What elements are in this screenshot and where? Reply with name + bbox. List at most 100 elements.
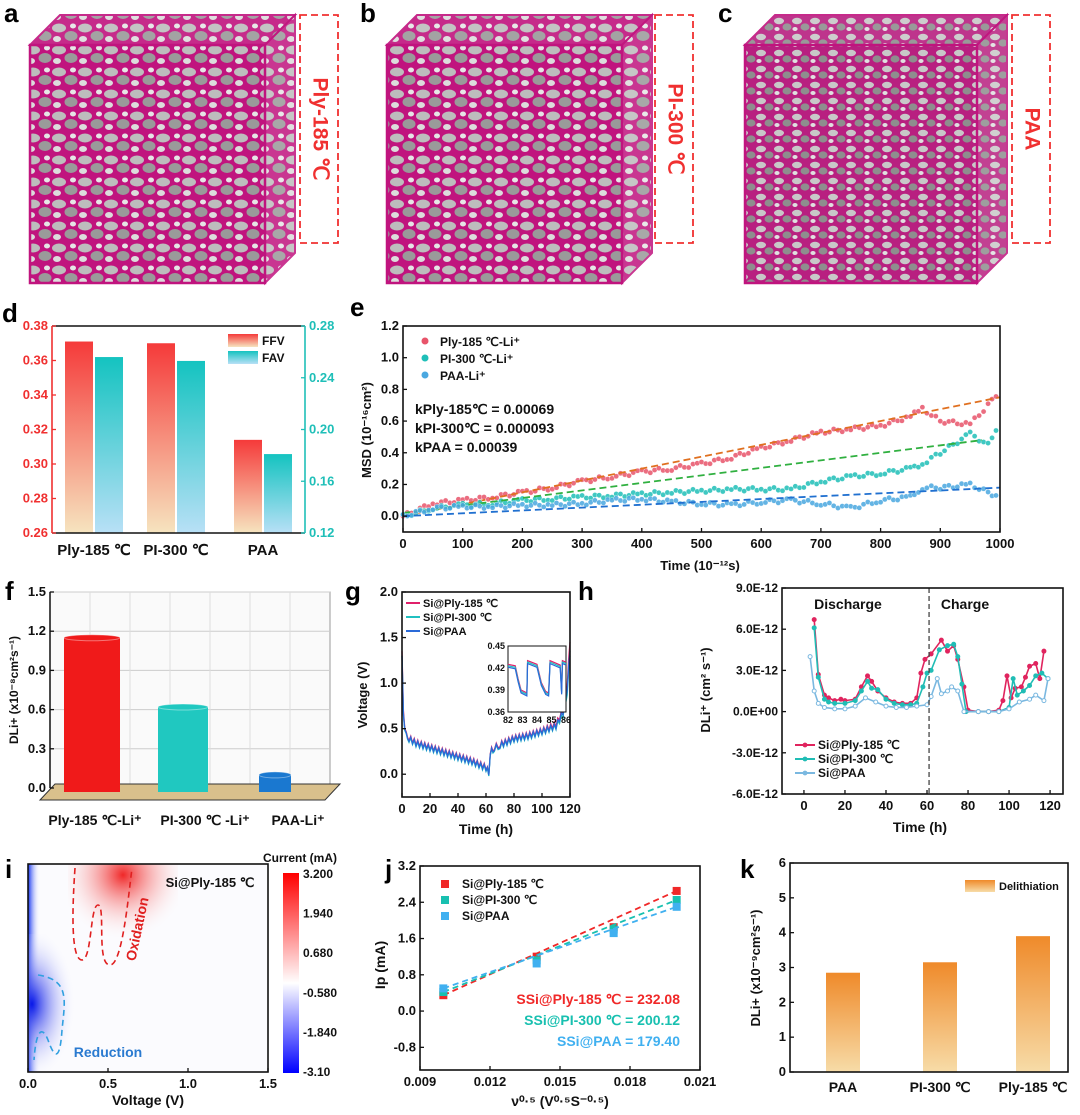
- data-point: [928, 651, 934, 657]
- sample-label: Si@Ply-185 ℃: [166, 875, 255, 890]
- data-point: [643, 498, 649, 504]
- data-point: [922, 656, 928, 662]
- category-label: PAA-Li⁺: [271, 812, 324, 828]
- panel-letter-k: k: [740, 854, 755, 884]
- inset-curve: [507, 662, 567, 697]
- data-point: [668, 467, 675, 474]
- legend-label: Si@PAA: [423, 626, 467, 638]
- cube-panel-b: PI-300 ℃: [384, 12, 694, 286]
- y-tick-label: 0.8: [398, 967, 416, 982]
- data-point: [928, 454, 935, 461]
- bar: [923, 962, 957, 1072]
- y-axis-label: DLi+ (x10⁻⁸cm²s⁻¹): [7, 636, 21, 744]
- data-point: [741, 501, 747, 508]
- data-point: [891, 700, 897, 706]
- bar: [259, 774, 291, 792]
- legend-swatch-ffv: [228, 334, 258, 347]
- y-tick-label: 6: [779, 855, 786, 870]
- bar-top: [258, 771, 292, 779]
- category-label: PI-300 ℃: [143, 542, 208, 559]
- cube-panel-c: PAA: [742, 12, 1051, 286]
- x-axis-label: Time (h): [893, 819, 947, 835]
- data-point: [815, 674, 821, 680]
- x-tick-label: 120: [559, 801, 581, 816]
- fit-line: [402, 486, 1001, 518]
- data-point: [672, 902, 681, 911]
- data-point: [826, 699, 832, 705]
- data-point: [865, 673, 871, 679]
- slope-annotation: SSi@PI-300 ℃ = 200.12: [524, 1012, 680, 1028]
- x-axis-label: Voltage (V): [112, 1092, 184, 1108]
- data-point: [985, 440, 991, 446]
- colorbar-tick-label: 3.200: [303, 867, 333, 881]
- inset-x-tick-label: 85: [546, 715, 556, 725]
- y-tick-label: 0.0: [28, 780, 46, 795]
- y-tick-label: 0.9: [28, 662, 46, 677]
- inset-y-tick-label: 0.45: [487, 641, 505, 651]
- x-axis-label: Time (h): [459, 821, 513, 837]
- cube-top-face: [384, 14, 655, 46]
- x-tick-label: 60: [479, 801, 493, 816]
- data-point: [899, 467, 905, 474]
- data-point: [989, 435, 995, 441]
- data-point: [893, 704, 899, 710]
- x-tick-label: 120: [1039, 798, 1061, 813]
- legend-label: FAV: [262, 351, 284, 365]
- data-point: [464, 495, 470, 501]
- chart-g: Si@Ply-185 ℃ Si@PI-300 ℃ Si@PAA 0.0 0.5 1.0 1.…: [355, 584, 581, 837]
- data-point: [822, 479, 828, 486]
- legend-marker: [441, 880, 449, 888]
- data-point: [801, 484, 807, 491]
- panel-letter-b: b: [360, 0, 376, 28]
- legend-swatch-fav: [228, 351, 258, 364]
- legend-label: PAA-Li⁺: [440, 369, 485, 383]
- data-point: [749, 484, 756, 491]
- category-label: Ply-185 ℃-Li⁺: [48, 812, 141, 828]
- legend-label: Si@Ply-185 ℃: [818, 738, 900, 752]
- data-point: [557, 493, 564, 500]
- legend-label: PI-300 ℃-Li⁺: [440, 352, 513, 366]
- data-point: [698, 487, 705, 493]
- y-tick-label: 0.0: [398, 1003, 416, 1018]
- slope-annotation: SSi@Ply-185 ℃ = 232.08: [516, 991, 680, 1007]
- legend-marker: [802, 742, 808, 748]
- panel-letter-a: a: [4, 0, 19, 28]
- data-point: [1027, 696, 1033, 702]
- cube-front-face: [28, 43, 267, 285]
- data-point: [651, 495, 658, 502]
- data-point: [570, 499, 577, 505]
- y-tick-label: 1: [779, 1029, 786, 1044]
- data-point: [883, 703, 889, 709]
- data-point: [821, 696, 827, 702]
- y-tick-label: 0.0: [381, 508, 399, 523]
- legend-marker: [421, 337, 429, 345]
- data-point: [1004, 673, 1010, 679]
- bar-fav: [95, 357, 123, 533]
- panel-letter-g: g: [345, 576, 361, 606]
- data-point: [832, 706, 838, 712]
- bar-fav: [177, 360, 205, 533]
- x-tick-label: 100: [452, 536, 474, 551]
- cube-label: PI-300 ℃: [663, 83, 686, 174]
- voltage-curve: [401, 651, 571, 776]
- cube-panel-a: Ply-185 ℃: [27, 12, 339, 286]
- y-tick-label: 1.2: [28, 623, 46, 638]
- data-point: [856, 505, 863, 511]
- data-point: [883, 696, 889, 702]
- bar-ffv: [147, 343, 175, 533]
- slope-annotation: kPAA = 0.00039: [415, 439, 518, 455]
- data-point: [741, 488, 747, 494]
- data-point: [951, 641, 957, 647]
- panel-letter-f: f: [5, 576, 14, 606]
- x-tick-label: 0.021: [684, 1074, 717, 1089]
- x-tick-label: 0.012: [474, 1074, 507, 1089]
- data-point: [924, 702, 930, 708]
- legend-label: Si@PAA: [462, 909, 510, 923]
- y-axis-label: Voltage (V): [355, 662, 370, 729]
- x-tick-label: 0.015: [544, 1074, 577, 1089]
- category-label: Ply-185 ℃: [57, 542, 131, 559]
- inset-y-tick-label: 0.39: [487, 685, 505, 695]
- colorbar-tick-label: -1.840: [303, 1025, 337, 1039]
- cube-side-face: [621, 12, 653, 286]
- x-tick-label: 20: [423, 801, 437, 816]
